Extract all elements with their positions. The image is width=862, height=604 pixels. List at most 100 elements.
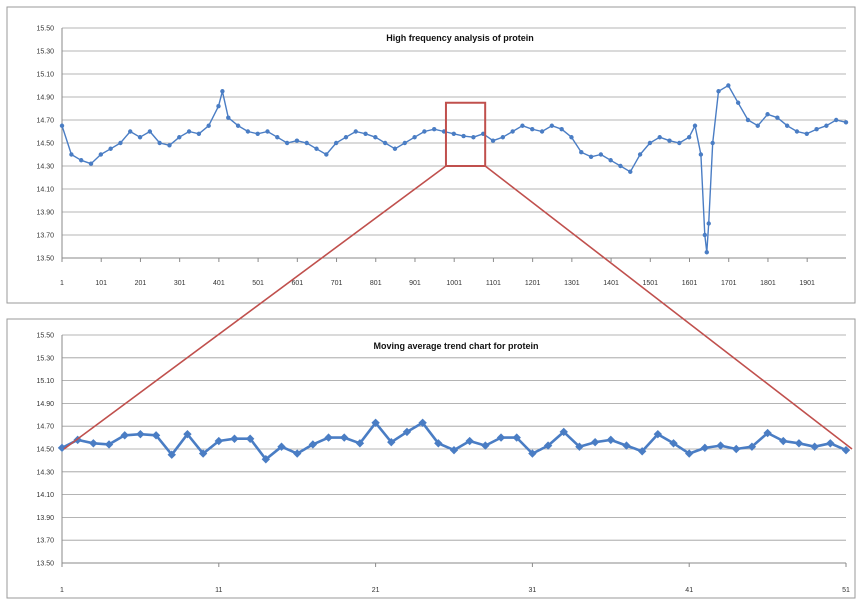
chart-1-data-point <box>794 129 800 134</box>
chart-1-data-point <box>284 140 290 146</box>
chart-2-data-point <box>340 433 349 442</box>
chart-1-x-tick-label: 1001 <box>446 280 462 287</box>
chart-1-x-tick-label: 1 <box>60 280 64 287</box>
chart-1-x-tick-label: 1601 <box>682 280 698 287</box>
chart-1-x-tick-label: 801 <box>370 280 382 287</box>
chart-1-data-point <box>608 158 613 163</box>
chart-2-y-tick-label: 13.50 <box>36 561 54 568</box>
chart-1-data-point <box>294 138 300 143</box>
chart-1-x-tick-label: 501 <box>252 280 264 287</box>
chart-2-data-point <box>496 433 506 442</box>
chart-2-y-tick-label: 14.30 <box>36 469 54 476</box>
chart-1-x-tick-label: 701 <box>331 280 343 287</box>
chart-panel-1-border <box>6 6 856 304</box>
chart-2-data-point <box>214 436 223 446</box>
chart-2-data-point <box>732 444 741 454</box>
chart-1-data-point <box>431 127 437 132</box>
chart-2-y-ticks: 15.50 15.30 15.10 14.90 14.70 14.50 14.30 14.10… <box>36 333 54 568</box>
chart-2-data-point <box>810 442 819 451</box>
chart-1-data-point <box>657 135 662 140</box>
chart-1-data-point <box>69 152 74 157</box>
chart-2-data-point <box>245 434 255 443</box>
chart-2-data-point <box>637 447 647 456</box>
chart-1-data-point <box>706 221 711 226</box>
chart-2-title: Moving average trend chart for protein <box>373 341 538 351</box>
zoom-connector-right <box>484 165 853 450</box>
chart-2-x-tick-label: 1 <box>60 587 64 594</box>
chart-2-data-point <box>387 437 396 447</box>
chart-1-data-point <box>833 117 839 123</box>
chart-2-data-point <box>794 439 804 448</box>
chart-2-data-point <box>183 429 192 439</box>
chart-1-data-point <box>618 163 623 169</box>
chart-1-data-point <box>588 154 594 159</box>
chart-2-x-tick-label: 21 <box>372 587 380 594</box>
chart-1-y-tick-label: 14.50 <box>36 141 54 148</box>
chart-1-data-point <box>137 135 143 140</box>
chart-1-data-point <box>220 89 225 94</box>
chart-1-data-point <box>177 135 182 140</box>
chart-2-data-point <box>669 439 678 448</box>
chart-1-data-point <box>598 152 604 157</box>
chart-1-data-point <box>824 123 829 128</box>
chart-1-data-point <box>108 146 113 151</box>
chart-2-data-point <box>355 439 365 448</box>
chart-1-data-point <box>422 129 427 134</box>
zoom-box <box>444 101 487 167</box>
chart-1-data-point <box>710 140 715 146</box>
chart-2-data-point <box>700 443 710 453</box>
chart-2-data-point <box>465 436 474 446</box>
chart-1-x-tick-label: 1101 <box>486 280 501 287</box>
chart-1-data-point <box>579 150 584 155</box>
chart-1-data-point <box>735 100 741 105</box>
chart-1-x-tick-label: 101 <box>95 280 107 287</box>
chart-2-data-point <box>606 435 615 445</box>
zoom-annotation <box>63 101 853 450</box>
chart-1-data-point <box>647 140 653 146</box>
chart-2-grid <box>61 334 846 564</box>
chart-1-data-point <box>520 123 525 128</box>
chart-2-data-point <box>575 442 584 451</box>
chart-1-data-point <box>392 146 398 151</box>
chart-1-data-point <box>784 123 790 128</box>
chart-1-data-point <box>118 140 123 146</box>
chart-2-data-point <box>293 449 302 458</box>
chart-1-data-point <box>333 140 339 146</box>
chart-1-data-point <box>716 89 721 94</box>
chart-2-data-point <box>747 442 757 451</box>
chart-1-data-point <box>382 140 388 146</box>
chart-2-data-point <box>716 441 725 450</box>
chart-1-data-point <box>677 140 682 146</box>
chart-1-data-point <box>353 129 358 134</box>
chart-1-data-point <box>692 123 698 128</box>
chart-1-data-point <box>275 135 280 140</box>
chart-1-y-tick-label: 15.10 <box>36 72 54 79</box>
chart-2-data-point <box>528 449 537 458</box>
chart-2-data-point <box>371 418 380 427</box>
chart-1-data-point <box>167 143 172 148</box>
chart-1-x-tick-label: 1201 <box>525 280 541 287</box>
chart-1-y-tick-label: 13.50 <box>36 256 54 263</box>
chart-2-y-tick-label: 14.90 <box>36 401 54 408</box>
chart-1-data-point <box>490 138 496 143</box>
chart-1-y-tick-label: 13.90 <box>36 210 54 217</box>
chart-1-data-point <box>628 169 633 174</box>
chart-1-y-ticks: 15.50 15.30 15.10 14.90 14.70 14.50 14.30 14.10… <box>36 26 54 263</box>
chart-panel-moving-average: 15.50 15.30 15.10 14.90 14.70 14.50 14.30 14.10… <box>6 318 856 599</box>
chart-2-x-tick-label: 31 <box>529 587 537 594</box>
chart-2-data-point <box>590 437 600 447</box>
chart-1-data-point <box>500 135 506 140</box>
chart-2-data-point <box>230 434 239 443</box>
chart-1-data-point <box>755 123 760 128</box>
chart-2-data-point <box>512 433 521 442</box>
chart-2-data-point <box>434 439 443 448</box>
chart-1-x-ticks: 1 101 201 301 401 501 601 701 801 901 1001 1101 1201… <box>60 258 815 287</box>
chart-2-y-tick-label: 15.10 <box>36 378 54 385</box>
chart-1-data-point <box>686 135 692 140</box>
chart-1-data-point <box>79 158 84 163</box>
chart-2-data-point <box>277 442 286 451</box>
chart-1-data-point <box>702 232 708 238</box>
chart-1-data-point <box>216 104 221 109</box>
